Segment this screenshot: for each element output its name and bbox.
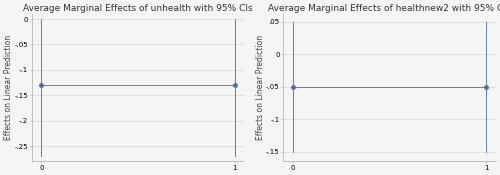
Y-axis label: Effects on Linear Prediction: Effects on Linear Prediction xyxy=(256,35,264,140)
Point xyxy=(482,85,490,88)
Title: Average Marginal Effects of unhealth with 95% CIs: Average Marginal Effects of unhealth wit… xyxy=(23,4,253,13)
Point xyxy=(231,84,239,86)
Point xyxy=(38,84,46,86)
Title: Average Marginal Effects of healthnew2 with 95% CIs: Average Marginal Effects of healthnew2 w… xyxy=(268,4,500,13)
Y-axis label: Effects on Linear Prediction: Effects on Linear Prediction xyxy=(4,35,13,140)
Point xyxy=(288,85,296,88)
